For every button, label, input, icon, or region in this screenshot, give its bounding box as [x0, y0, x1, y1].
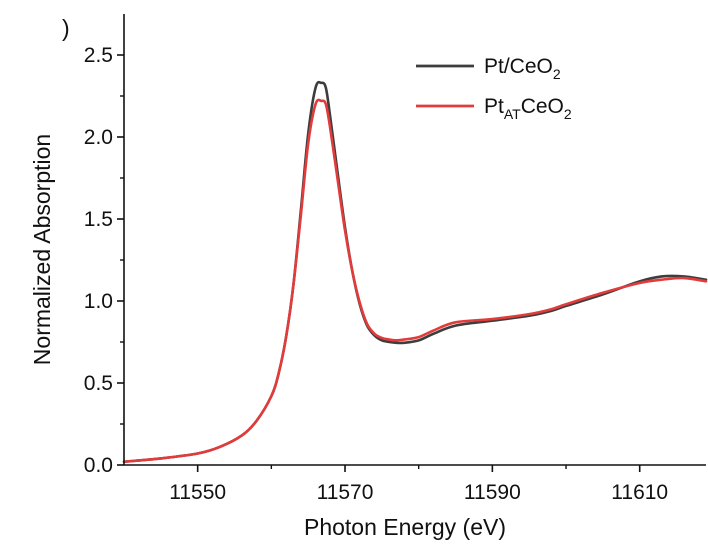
y-axis-title: Normalized Absorption	[29, 134, 55, 365]
x-tick-label: 11570	[317, 481, 374, 504]
legend: Pt/CeO2 PtATCeO2	[416, 55, 572, 122]
x-tick-label: 11610	[611, 481, 668, 504]
legend-label-1: Pt/CeO2	[484, 55, 561, 82]
x-tick-label: 11550	[169, 481, 226, 504]
y-tick-label: 0.0	[84, 454, 113, 477]
legend-label-2: PtATCeO2	[484, 95, 572, 122]
y-tick-label: 1.5	[84, 208, 113, 231]
x-axis-title: Photon Energy (eV)	[304, 514, 506, 540]
panel-label: )	[62, 15, 70, 41]
y-tick-label: 2.5	[84, 44, 113, 67]
y-tick-label: 2.0	[84, 126, 113, 149]
axes	[123, 14, 706, 466]
x-tick-label: 11590	[464, 481, 521, 504]
y-tick-label: 1.0	[84, 290, 113, 313]
ticks: 11550 11570 11590 11610 0.0 0.5 1.0 1.5 2.0 2.5	[84, 44, 668, 504]
y-tick-label: 0.5	[84, 372, 113, 395]
series-line-1	[122, 80, 708, 464]
series-layer	[122, 80, 708, 464]
series-line-2	[122, 98, 708, 464]
